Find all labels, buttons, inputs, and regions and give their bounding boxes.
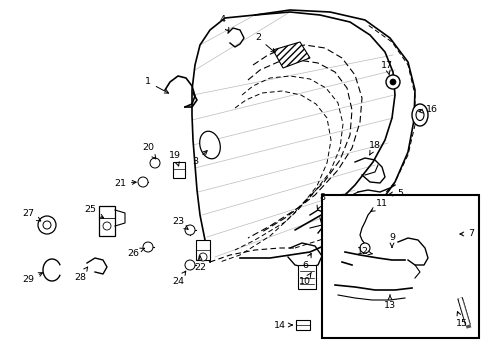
Text: 27: 27 [22,208,41,221]
Text: 17: 17 [380,60,392,75]
Bar [295,320,309,330]
Circle shape [142,242,153,252]
Text: 26: 26 [127,248,144,257]
Bar [321,195,478,338]
Text: 13: 13 [383,295,395,310]
Ellipse shape [415,109,423,121]
Polygon shape [220,12,394,262]
Bar [173,162,184,178]
Circle shape [199,253,206,261]
Text: 24: 24 [172,271,185,287]
Bar [297,265,315,289]
Text: 20: 20 [142,144,156,159]
Text: 15: 15 [455,312,467,328]
Ellipse shape [411,104,427,126]
Circle shape [359,243,369,253]
Ellipse shape [199,131,220,159]
Text: 7: 7 [459,230,473,238]
Polygon shape [272,42,309,68]
Text: 25: 25 [84,206,103,218]
Text: 22: 22 [194,256,205,271]
Circle shape [184,225,195,235]
Text: 12: 12 [356,248,371,256]
Text: 11: 11 [370,199,387,212]
Circle shape [184,260,195,270]
Text: 4: 4 [219,15,228,32]
Text: 2: 2 [254,33,274,53]
Text: 19: 19 [169,150,181,166]
Text: 6: 6 [302,253,310,270]
Bar [99,206,115,236]
Text: 1: 1 [145,77,168,93]
Text: 21: 21 [114,179,136,188]
Text: 9: 9 [388,233,394,247]
Bar [196,240,209,260]
Text: 16: 16 [418,105,437,114]
Text: 18: 18 [368,140,380,155]
Text: 28: 28 [74,267,87,282]
Circle shape [150,158,160,168]
Text: 14: 14 [273,320,292,329]
Text: 8: 8 [316,194,325,210]
Text: 23: 23 [172,217,188,229]
Circle shape [138,177,148,187]
Text: 5: 5 [388,189,402,198]
Circle shape [389,79,395,85]
Circle shape [103,222,111,230]
Text: 10: 10 [298,273,311,287]
Circle shape [38,216,56,234]
Circle shape [43,221,51,229]
Text: 29: 29 [22,273,42,284]
Text: 3: 3 [192,150,207,166]
Circle shape [385,75,399,89]
